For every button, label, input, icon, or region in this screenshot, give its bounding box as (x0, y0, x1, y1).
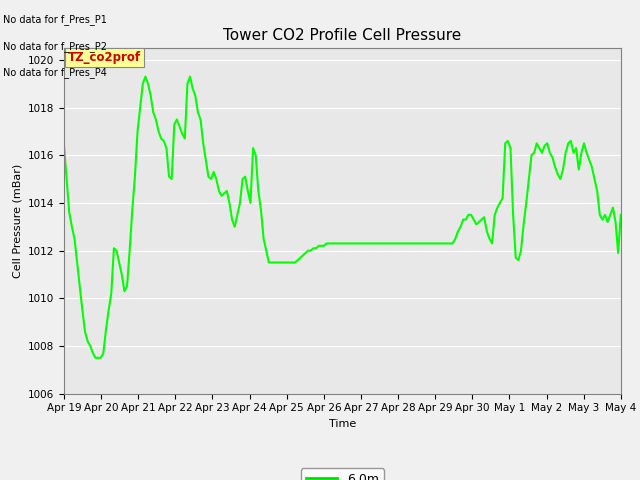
Text: No data for f_Pres_P4: No data for f_Pres_P4 (3, 67, 107, 78)
Y-axis label: Cell Pressure (mBar): Cell Pressure (mBar) (12, 164, 22, 278)
Text: No data for f_Pres_P1: No data for f_Pres_P1 (3, 14, 107, 25)
Legend: 6.0m: 6.0m (301, 468, 384, 480)
X-axis label: Time: Time (329, 419, 356, 429)
Text: No data for f_Pres_P2: No data for f_Pres_P2 (3, 41, 108, 52)
Text: TZ_co2prof: TZ_co2prof (68, 51, 141, 64)
Title: Tower CO2 Profile Cell Pressure: Tower CO2 Profile Cell Pressure (223, 28, 461, 43)
